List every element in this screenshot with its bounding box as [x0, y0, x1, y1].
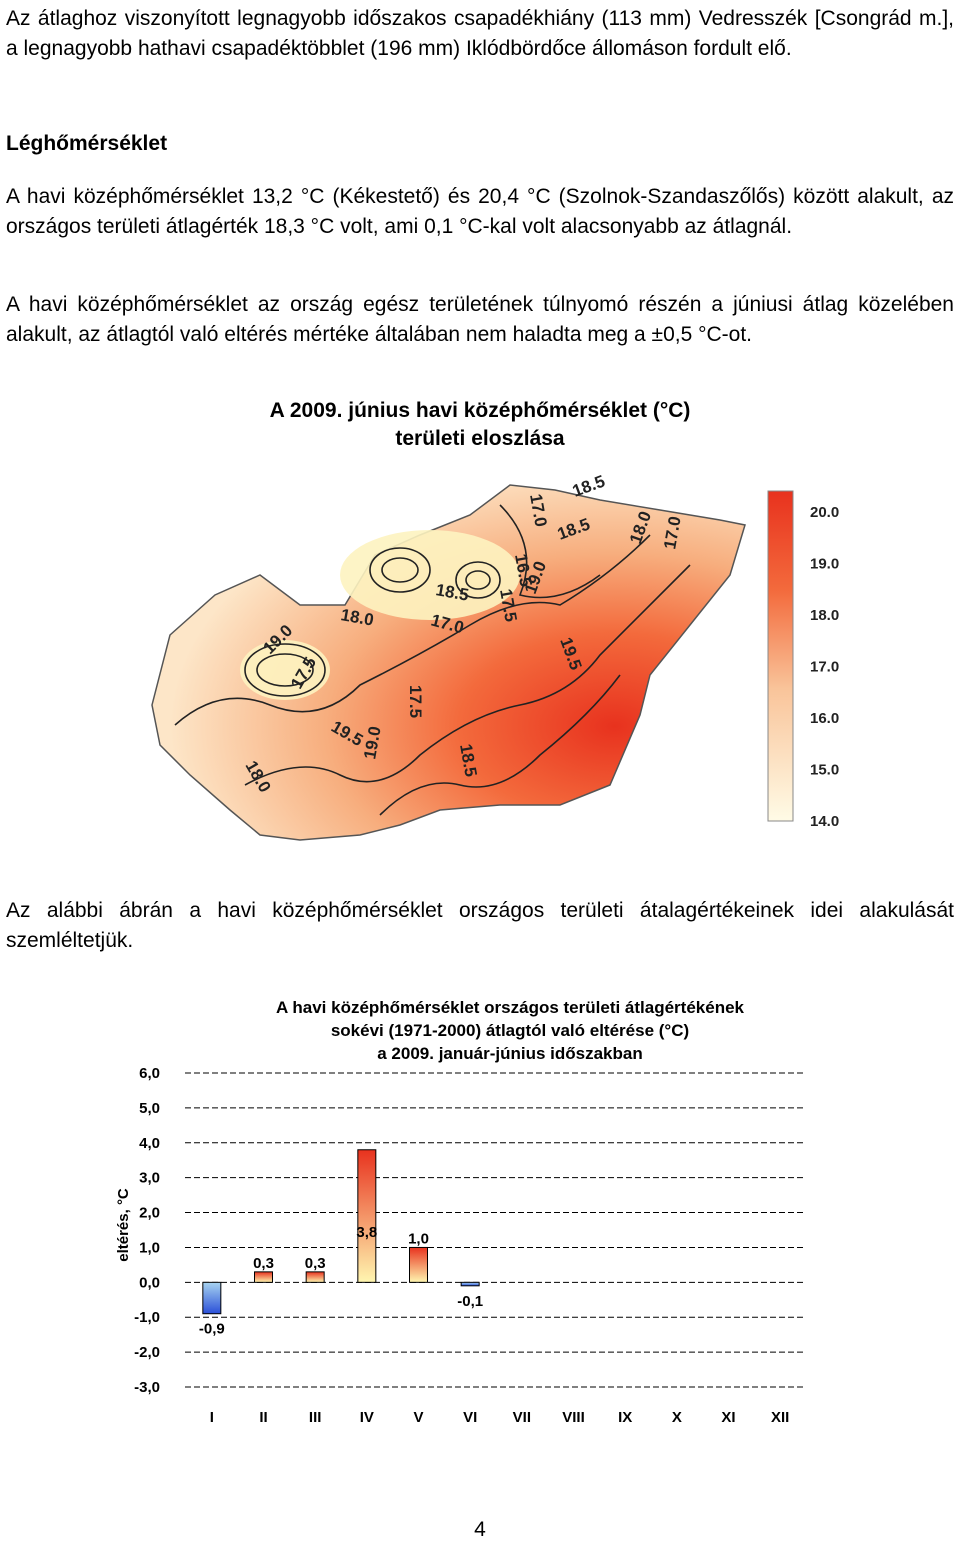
y-tick-label: 3,0 — [139, 1170, 160, 1187]
bar-II — [254, 1271, 273, 1283]
bar-IV — [357, 1149, 377, 1283]
chart-gridlines — [185, 1072, 805, 1388]
legend-colorbar — [767, 490, 794, 822]
x-tick-label: XI — [721, 1409, 735, 1426]
x-tick-label: VI — [463, 1409, 477, 1426]
chart-bars — [202, 1149, 480, 1315]
x-tick-label: X — [672, 1409, 682, 1426]
temperature-paragraph-2: A havi középhőmérséklet az ország egész … — [6, 293, 954, 346]
map-title-line-1: A 2009. június havi középhőmérséklet (°C… — [269, 399, 691, 422]
legend-label: 19.0 — [810, 556, 839, 573]
bar-VI — [460, 1281, 480, 1287]
y-tick-label: -2,0 — [134, 1344, 160, 1361]
y-tick-label: 2,0 — [139, 1205, 160, 1222]
x-tick-label: III — [309, 1409, 322, 1426]
contour-label: 17.5 — [406, 685, 425, 718]
deviation-bar-chart: A havi középhőmérséklet országos terület… — [115, 998, 805, 1426]
value-label: 3,8 — [356, 1224, 377, 1241]
x-tick-label: IX — [618, 1409, 632, 1426]
cool-region-west — [240, 640, 330, 700]
x-tick-label: V — [413, 1409, 423, 1426]
temperature-map: 17.018.516.517.519.018.518.0 17.018.018.5… — [151, 472, 839, 841]
legend-labels: 20.0 19.0 18.0 17.0 16.0 15.0 14.0 — [810, 504, 839, 830]
contour-lines — [174, 504, 691, 816]
legend-label: 18.0 — [810, 607, 839, 624]
page-number: 4 — [474, 1518, 486, 1541]
legend-label: 16.0 — [810, 710, 839, 727]
legend-label: 14.0 — [810, 813, 839, 830]
y-tick-label: 1,0 — [139, 1239, 160, 1256]
value-label: 1,0 — [408, 1230, 429, 1247]
x-tick-label: II — [259, 1409, 267, 1426]
value-label: -0,1 — [457, 1293, 483, 1310]
y-tick-label: 4,0 — [139, 1135, 160, 1152]
country-shape — [151, 484, 746, 841]
y-tick-labels: 6,0 5,0 4,0 3,0 2,0 1,0 0,0 -1,0 -2,0 -3,0 — [134, 1065, 160, 1396]
y-tick-label: -1,0 — [134, 1309, 160, 1326]
x-tick-label: VII — [513, 1409, 531, 1426]
x-tick-label: VIII — [562, 1409, 585, 1426]
y-tick-label: 6,0 — [139, 1065, 160, 1082]
after-map-paragraph: Az alábbi ábrán a havi középhőmérséklet … — [6, 899, 954, 952]
legend-label: 20.0 — [810, 504, 839, 521]
y-tick-label: 0,0 — [139, 1274, 160, 1291]
chart-title: A havi középhőmérséklet országos terület… — [276, 998, 745, 1063]
legend-label: 15.0 — [810, 762, 839, 779]
value-labels: -0,9 0,3 0,3 3,8 1,0 -0,1 — [199, 1224, 483, 1338]
bar-V — [409, 1246, 428, 1283]
bar-I — [202, 1281, 222, 1315]
chart-title-line: a 2009. január-június időszakban — [377, 1044, 642, 1063]
bar-III — [305, 1271, 325, 1283]
legend-label: 17.0 — [810, 659, 839, 676]
intro-paragraph: Az átlaghoz viszonyított legnagyobb idős… — [6, 7, 954, 60]
value-label: 0,3 — [305, 1255, 326, 1272]
x-tick-label: IV — [360, 1409, 374, 1426]
chart-title-line: A havi középhőmérséklet országos terület… — [276, 998, 745, 1017]
value-label: -0,9 — [199, 1321, 225, 1338]
x-tick-labels: I II III IV V VI VII VIII IX X XI XII — [210, 1409, 790, 1426]
chart-title-line: sokévi (1971-2000) átlagtól való eltérés… — [331, 1021, 689, 1040]
section-heading: Léghőmérséklet — [6, 132, 168, 155]
contour-label: 18.5 — [570, 472, 608, 501]
map-title-line-2: területi eloszlása — [395, 427, 565, 450]
x-tick-label: I — [210, 1409, 214, 1426]
temperature-paragraph-1: A havi középhőmérséklet 13,2 °C (Kékeste… — [6, 185, 954, 238]
y-axis-label: eltérés, °C — [115, 1188, 132, 1262]
y-tick-label: 5,0 — [139, 1100, 160, 1117]
value-label: 0,3 — [253, 1255, 274, 1272]
y-tick-label: -3,0 — [134, 1379, 160, 1396]
x-tick-label: XII — [771, 1409, 789, 1426]
